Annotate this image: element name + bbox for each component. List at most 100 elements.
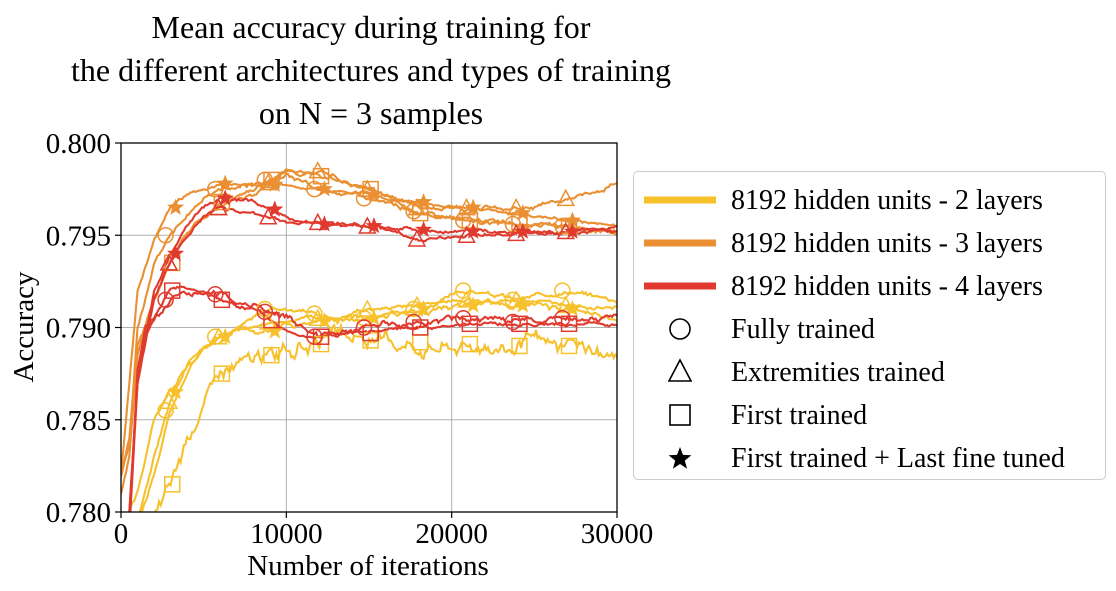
- star-marker: [266, 200, 284, 217]
- star-marker: [365, 217, 383, 234]
- legend-item-2-layers: 8192 hidden units - 2 layers: [634, 180, 1105, 220]
- x-tick-label: 20000: [415, 518, 488, 550]
- triangle-marker: [506, 290, 526, 308]
- chart-title-line: the different architectures and types of…: [70, 52, 672, 88]
- y-tick-label: 0.790: [46, 313, 111, 345]
- legend-item-first-trained: First trained: [634, 395, 1105, 435]
- series-line: [121, 168, 617, 477]
- triangle-marker: [159, 391, 179, 410]
- y-tick-label: 0.795: [46, 220, 111, 252]
- square-marker: [164, 282, 181, 299]
- star-marker: [464, 198, 482, 215]
- series-markers: [157, 161, 581, 493]
- circle-marker: [554, 310, 571, 327]
- legend: 8192 hidden units - 2 layers 8192 hidden…: [633, 171, 1106, 480]
- legend-label: First trained: [731, 400, 868, 431]
- y-tick-label: 0.800: [46, 128, 111, 160]
- chart-title: Mean accuracy during training for the di…: [0, 6, 742, 135]
- triangle-marker: [556, 188, 575, 207]
- legend-label: First trained + Last fine tuned: [731, 443, 1065, 474]
- star-marker: [167, 244, 185, 261]
- circle-marker-icon: [669, 318, 691, 340]
- star-marker: [563, 222, 581, 239]
- star-marker: [415, 220, 433, 237]
- series-lines: [121, 167, 617, 512]
- circle-marker: [157, 291, 174, 309]
- square-marker: [263, 311, 280, 329]
- triangle-marker: [308, 308, 327, 327]
- circle-marker: [405, 203, 422, 220]
- circle-marker: [405, 313, 422, 331]
- star-marker: [365, 309, 383, 326]
- legend-item-extremities-trained: Extremities trained: [634, 352, 1105, 392]
- legend-item-3-layers: 8192 hidden units - 3 layers: [634, 223, 1105, 263]
- series-line: [129, 285, 617, 512]
- star-marker: [563, 300, 581, 317]
- square-marker: [263, 346, 280, 364]
- star-marker: [365, 185, 383, 202]
- chart-title-line: on N = 3 samples: [258, 95, 484, 131]
- x-axis-label: Number of iterations: [247, 550, 489, 582]
- star-marker: [514, 204, 532, 221]
- series-line: [128, 297, 617, 512]
- star-marker: [266, 175, 284, 192]
- star-marker: [167, 383, 185, 400]
- star-marker: [415, 300, 433, 317]
- star-marker: [315, 180, 333, 197]
- legend-item-first-trained-last-fine-tuned: First trained + Last fine tuned: [634, 438, 1105, 478]
- star-marker: [514, 222, 532, 239]
- legend-label: 8192 hidden units - 2 layers: [731, 185, 1043, 216]
- square-marker: [213, 365, 231, 382]
- legend-line-swatch: [644, 282, 716, 290]
- legend-line-swatch: [644, 196, 716, 204]
- star-marker: [563, 211, 581, 228]
- star-marker: [514, 296, 532, 313]
- circle-marker: [355, 319, 373, 336]
- y-tick-label: 0.780: [46, 497, 111, 529]
- triangle-marker: [407, 295, 427, 314]
- circle-marker: [504, 313, 522, 331]
- square-marker: [560, 315, 578, 333]
- circle-marker: [157, 227, 174, 244]
- y-axis-label: Accuracy: [8, 271, 40, 383]
- square-marker: [412, 319, 429, 336]
- circle-marker: [206, 180, 224, 198]
- square-marker: [511, 315, 528, 333]
- triangle-marker: [159, 253, 179, 271]
- star-marker: [216, 327, 234, 344]
- circle-marker: [157, 402, 174, 419]
- star-marker: [415, 193, 433, 210]
- square-marker: [461, 335, 479, 353]
- square-marker: [312, 328, 330, 345]
- circle-marker: [454, 310, 472, 327]
- triangle-marker: [258, 207, 278, 225]
- star-marker: [315, 215, 333, 232]
- axes: [115, 142, 618, 518]
- series-line: [128, 205, 617, 512]
- square-marker: [362, 324, 379, 342]
- star-marker: [464, 296, 482, 313]
- legend-line-swatch: [644, 239, 716, 247]
- legend-label: Extremities trained: [731, 357, 945, 388]
- triangle-marker: [209, 197, 228, 216]
- plot-frame: [120, 142, 618, 513]
- legend-item-fully-trained: Fully trained: [634, 309, 1105, 349]
- square-marker: [164, 476, 181, 493]
- tick-labels: 0 10000 20000 30000 0.780 0.785 0.790 0.795 0.80…: [46, 128, 654, 550]
- star-marker: [167, 198, 185, 215]
- legend-item-4-layers: 8192 hidden units - 4 layers: [634, 266, 1105, 306]
- star-marker: [216, 189, 234, 206]
- star-marker: [464, 222, 482, 239]
- legend-label: 8192 hidden units - 3 layers: [731, 228, 1043, 259]
- x-tick-label: 0: [114, 518, 129, 550]
- series-line: [154, 321, 617, 512]
- square-marker: [560, 337, 578, 355]
- star-marker: [315, 312, 333, 329]
- legend-label: Fully trained: [731, 314, 875, 345]
- series-line: [128, 194, 617, 512]
- x-tick-label: 10000: [250, 518, 323, 550]
- square-marker: [412, 334, 429, 351]
- square-marker-icon: [669, 404, 691, 426]
- star-marker: [216, 174, 234, 191]
